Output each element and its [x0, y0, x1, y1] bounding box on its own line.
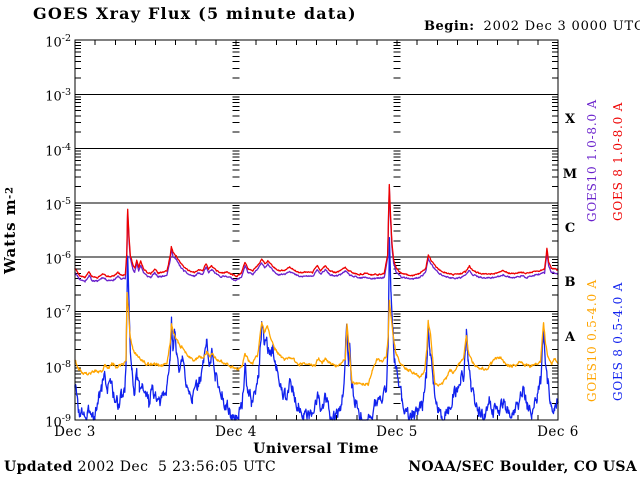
x-tick-label: Dec 6 — [537, 424, 579, 440]
begin-label: Begin: — [424, 19, 475, 34]
legend-label-goes10_long: GOES10 1.0-8.0 A — [585, 99, 599, 223]
begin-value: 2002 Dec 3 0000 UTC — [483, 19, 640, 34]
updated-value: 2002 Dec 5 23:56:05 UTC — [72, 459, 277, 475]
series-goes8_short-line — [74, 236, 559, 421]
series-goes8_long-line — [74, 183, 559, 279]
legend-label-goes8_short: GOES 8 0.5-4.0 A — [611, 281, 625, 401]
x-tick-label: Dec 4 — [215, 424, 257, 440]
y-axis-title: Watts m -2 — [1, 185, 19, 275]
series-goes10_short-line — [74, 291, 559, 387]
x-tick-label: Dec 5 — [376, 424, 418, 440]
y-tick-label: 10-7 — [45, 304, 71, 322]
chart-title: GOES Xray Flux (5 minute data) — [33, 4, 357, 23]
credit-text: NOAA/SEC Boulder, CO USA — [408, 459, 637, 475]
x-axis-title: Universal Time — [253, 441, 379, 457]
legend-label-goes10_short: GOES10 0.5-4.0 A — [585, 279, 599, 403]
legend-label-goes8_long: GOES 8 1.0-8.0 A — [611, 101, 625, 221]
y-tick-label: 10-5 — [45, 195, 71, 214]
begin-timestamp: Begin: 2002 Dec 3 0000 UTC — [424, 19, 640, 34]
y-tick-label: 10-9 — [45, 413, 71, 431]
updated-label: Updated — [4, 459, 73, 475]
flare-class-b: B — [564, 275, 576, 291]
x-tick-label: Dec 3 — [54, 424, 96, 440]
y-tick-label: 10-8 — [45, 358, 71, 377]
updated-timestamp: Updated 2002 Dec 5 23:56:05 UTC — [4, 459, 276, 475]
plot-frame — [74, 39, 559, 421]
decade-gridlines — [75, 93, 558, 367]
flare-class-m: M — [562, 166, 578, 182]
series-goes10_long-line — [74, 186, 559, 283]
y-tick-label: 10-4 — [45, 141, 71, 159]
flare-class-c: C — [564, 221, 576, 236]
y-tick-label: 10-3 — [45, 87, 71, 105]
flare-class-a: A — [564, 329, 576, 345]
axis-ticks — [75, 39, 558, 420]
y-tick-label: 10-6 — [45, 250, 71, 268]
flare-class-x: X — [564, 112, 576, 128]
y-tick-label: 10-2 — [45, 33, 71, 51]
